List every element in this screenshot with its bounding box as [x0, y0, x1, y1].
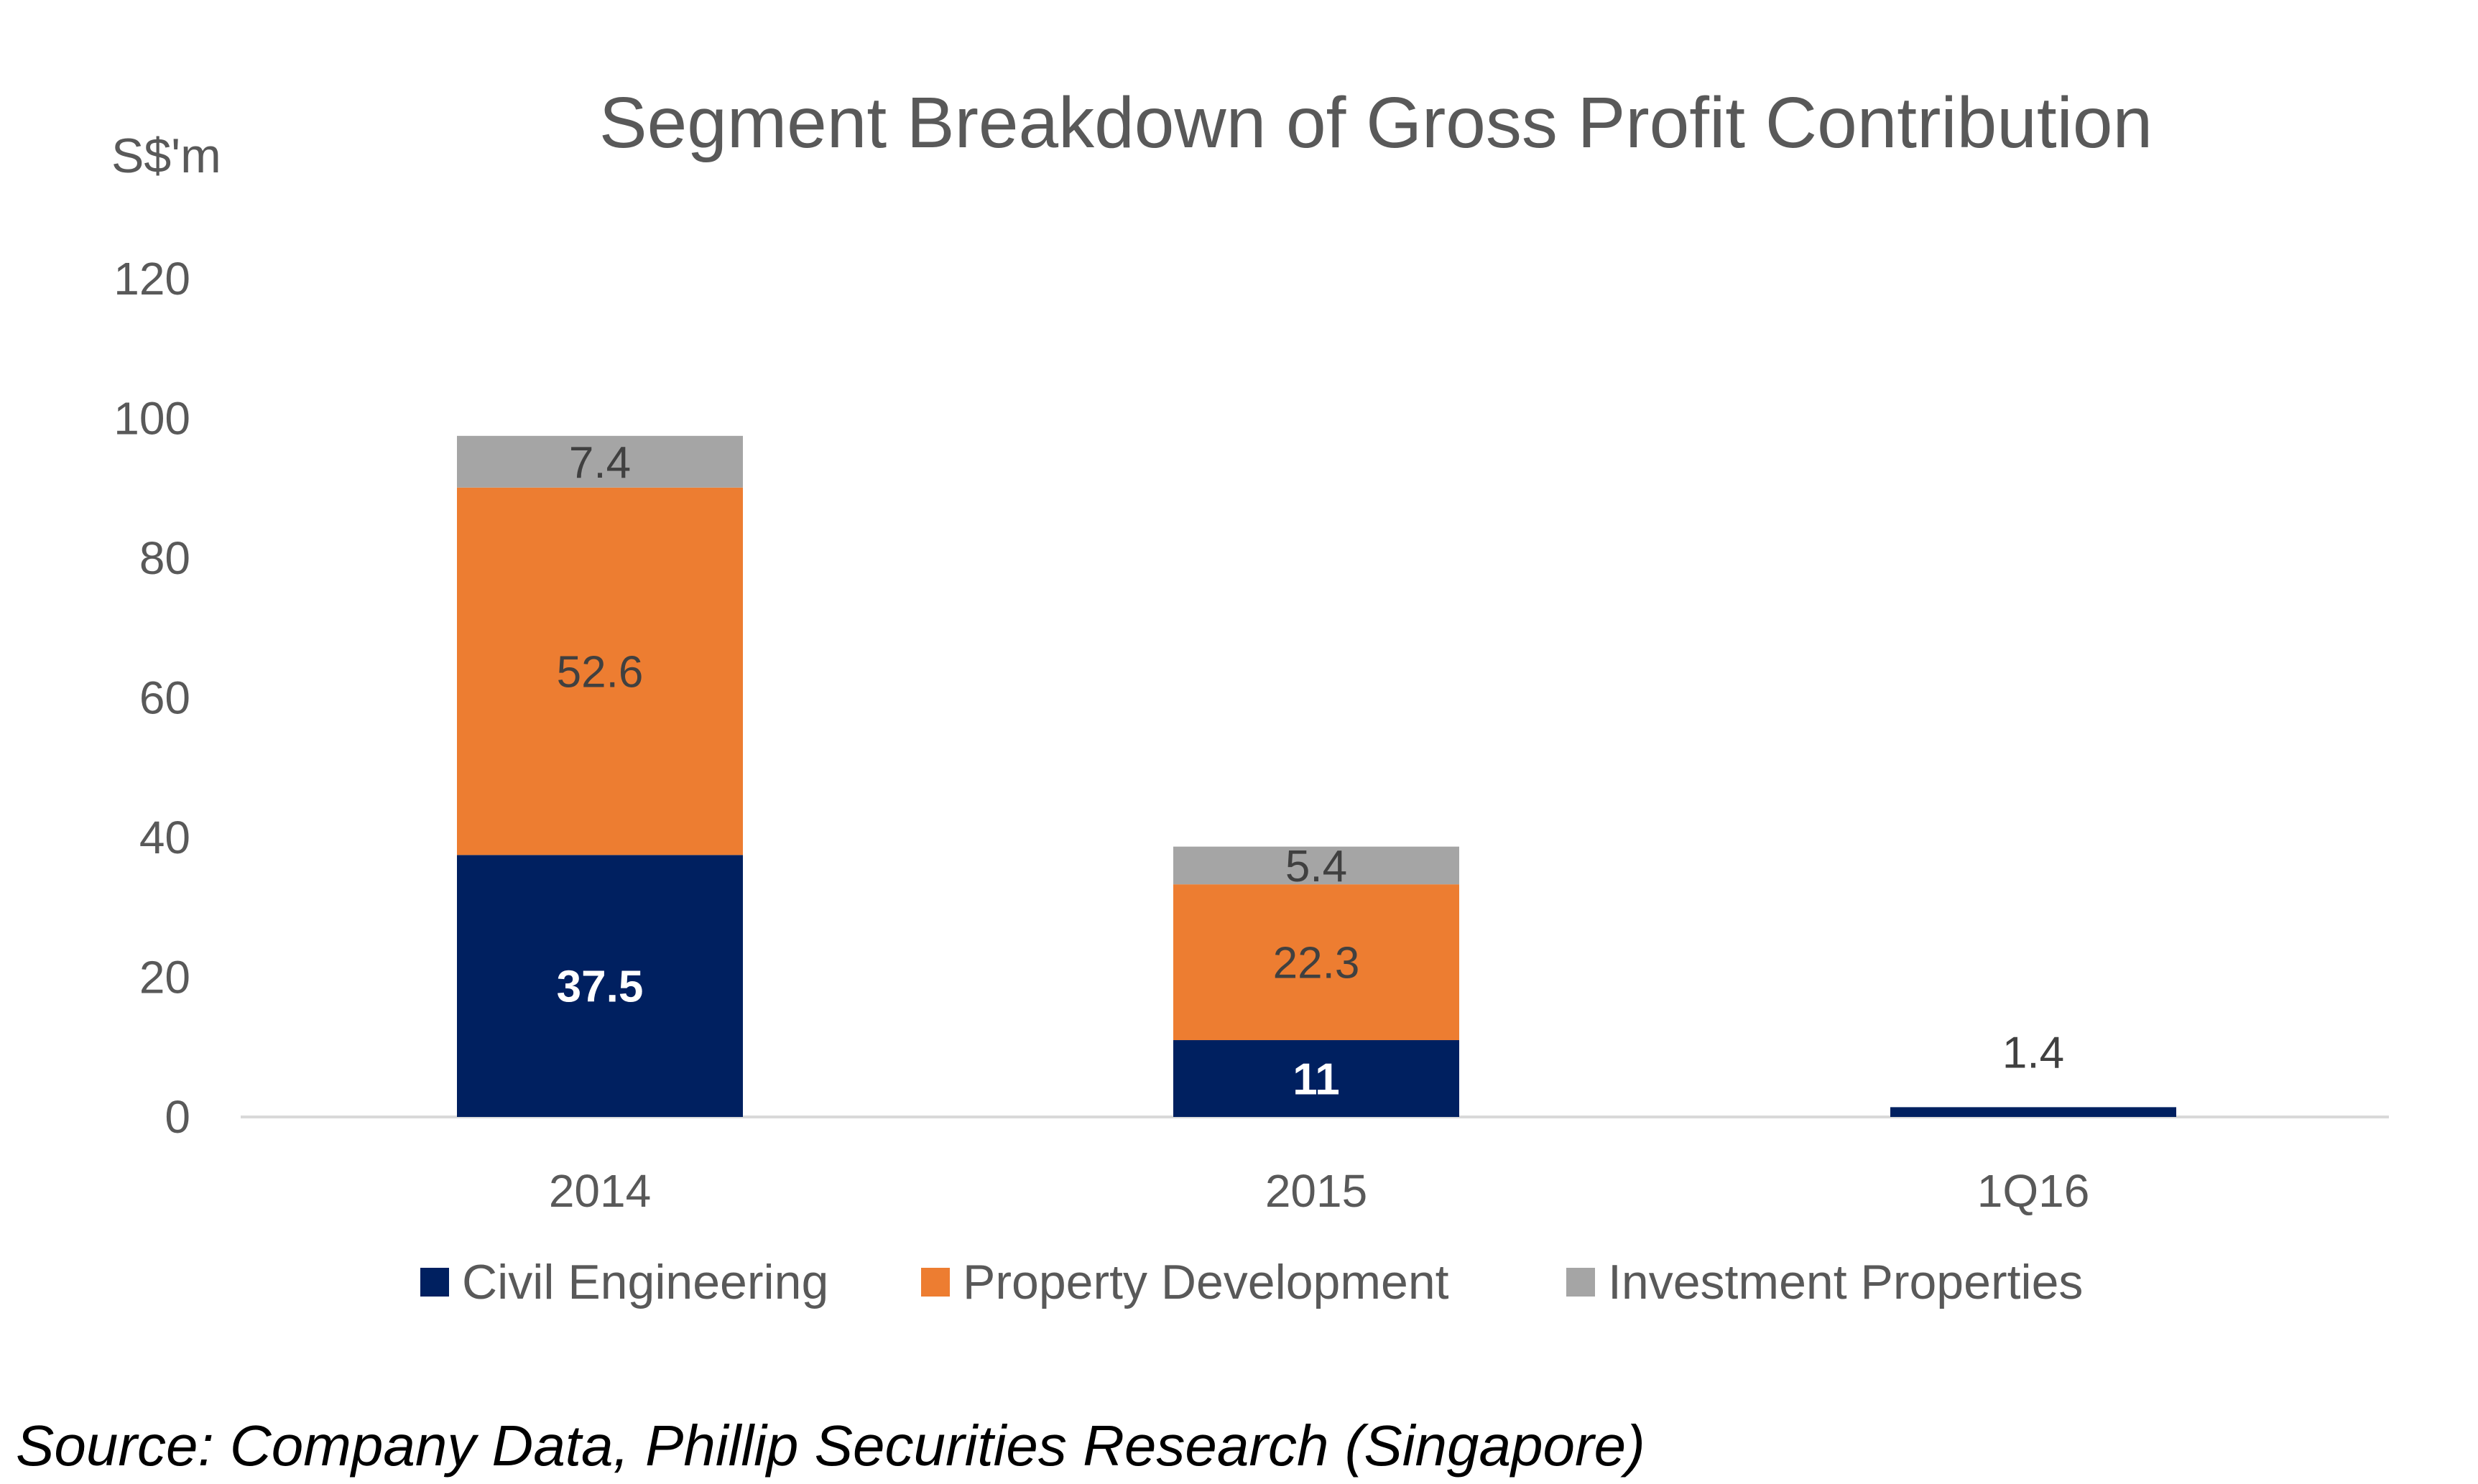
legend-label: Property Development [963, 1255, 1449, 1309]
y-tick-label: 120 [114, 253, 190, 305]
legend-swatch [420, 1268, 449, 1297]
y-tick-label: 100 [114, 393, 190, 445]
x-tick-label: 2015 [1265, 1165, 1367, 1217]
y-axis-ticks: 0 20 40 60 80 100 120 [114, 253, 190, 1143]
bar-segment [457, 487, 743, 855]
data-label: 37.5 [557, 963, 644, 1012]
x-tick-label: 1Q16 [1977, 1165, 2090, 1217]
bar-segment [1173, 884, 1459, 1041]
data-label: 22.3 [1273, 939, 1360, 988]
y-tick-label: 20 [139, 952, 190, 1003]
y-axis-unit: S$'m [111, 129, 221, 183]
bar-segment [1890, 1107, 2176, 1117]
legend-label: Investment Properties [1608, 1255, 2083, 1309]
y-tick-label: 60 [139, 672, 190, 724]
bar-segment [457, 855, 743, 1117]
legend: Civil Engineering Property Development Inv… [420, 1255, 2083, 1309]
data-label: 5.4 [1285, 842, 1347, 891]
bars: 37.5 52.6 7.4 11 22.3 5.4 1.4 [457, 435, 2176, 1117]
x-axis-labels: 2014 2015 1Q16 [549, 1165, 2089, 1217]
legend-label: Civil Engineering [462, 1255, 828, 1309]
data-label: 11 [1293, 1055, 1340, 1105]
legend-swatch [921, 1268, 950, 1297]
y-tick-label: 80 [139, 532, 190, 584]
data-label: 7.4 [569, 438, 631, 488]
bar-segment [1173, 846, 1459, 885]
source-note: Source: Company Data, Phillip Securities… [16, 1414, 1645, 1478]
bar-segment [1173, 1040, 1459, 1117]
y-tick-label: 40 [139, 812, 190, 863]
y-tick-label: 0 [165, 1091, 190, 1143]
data-label: 1.4 [2002, 1028, 2064, 1077]
data-label: 52.6 [557, 648, 644, 697]
x-tick-label: 2014 [549, 1165, 651, 1217]
bar-segment [457, 435, 743, 488]
legend-swatch [1566, 1268, 1595, 1297]
chart-title: Segment Breakdown of Gross Profit Contri… [599, 83, 2153, 163]
